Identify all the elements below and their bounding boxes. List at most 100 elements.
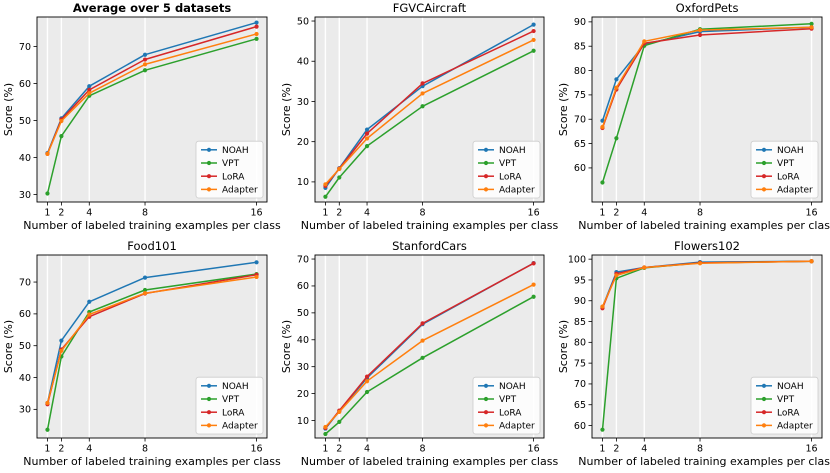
data-point-vpt xyxy=(323,194,328,199)
data-point-adapter xyxy=(600,304,605,309)
chart-title: OxfordPets xyxy=(676,1,739,15)
y-tick-label: 40 xyxy=(19,373,31,384)
legend-marker-lora xyxy=(761,174,767,179)
legend: NOAH VPT LoRA Adapter xyxy=(472,140,541,199)
legend-label-lora: LoRA xyxy=(777,172,800,182)
y-tick-label: 60 xyxy=(19,309,31,320)
chart-panel-1: 1 2 4 8 16 30 40 50 60 70 Average over 5 datasets N… xyxy=(2,1,281,232)
y-tick-label: 10 xyxy=(297,177,309,188)
legend-label-lora: LoRA xyxy=(222,172,245,182)
plot-frame xyxy=(314,254,545,439)
y-tick-label: 70 xyxy=(19,277,31,288)
data-point-vpt xyxy=(323,431,328,437)
data-point-adapter xyxy=(337,409,342,414)
data-point-adapter xyxy=(642,39,647,44)
legend-box xyxy=(750,376,819,435)
chart-panel-3: 1 2 4 8 16 60 65 70 75 80 85 90 OxfordPets Number of … xyxy=(557,1,830,232)
x-tick-label: 2 xyxy=(58,208,64,219)
legend-label-lora: LoRA xyxy=(499,408,522,418)
x-tick-label: 4 xyxy=(364,208,370,219)
y-tick-label: 75 xyxy=(574,358,586,369)
y-tick-label: 90 xyxy=(574,17,586,28)
data-point-lora xyxy=(142,57,148,62)
legend-label-noah: NOAH xyxy=(222,382,249,392)
data-point-adapter xyxy=(59,118,64,124)
data-point-noah xyxy=(364,127,370,132)
legend-marker-noah xyxy=(761,147,767,152)
x-tick-label: 16 xyxy=(250,208,262,219)
legend-marker-vpt xyxy=(483,160,489,166)
x-tick-label: 8 xyxy=(142,208,148,219)
legend-label-lora: LoRA xyxy=(222,408,245,418)
data-point-adapter xyxy=(364,379,370,384)
legend-label-vpt: VPT xyxy=(222,159,240,169)
legend-label-adapter: Adapter xyxy=(222,422,258,432)
data-point-adapter xyxy=(697,261,703,266)
y-tick-label: 40 xyxy=(297,335,309,346)
y-tick-label: 30 xyxy=(297,362,309,373)
legend-marker-adapter xyxy=(761,187,767,192)
data-point-noah xyxy=(87,299,92,304)
legend-label-vpt: VPT xyxy=(499,395,517,405)
data-point-adapter xyxy=(142,291,148,296)
x-tick-label: 2 xyxy=(58,444,64,455)
plot-frame xyxy=(591,16,823,203)
x-tick-label: 1 xyxy=(599,444,605,455)
data-point-vpt xyxy=(142,287,148,293)
y-tick-label: 50 xyxy=(19,341,31,352)
data-point-vpt xyxy=(364,389,370,395)
y-tick-label: 90 xyxy=(574,296,586,307)
legend-box xyxy=(195,376,264,435)
y-tick-label: 60 xyxy=(574,163,586,174)
legend-label-adapter: Adapter xyxy=(499,186,535,196)
y-tick-label: 80 xyxy=(574,338,586,349)
legend-marker-lora xyxy=(483,174,489,179)
legend-label-lora: LoRA xyxy=(499,172,522,182)
y-tick-label: 60 xyxy=(297,281,309,292)
y-tick-label: 70 xyxy=(19,42,31,53)
data-point-adapter xyxy=(45,400,50,406)
data-point-adapter xyxy=(87,91,92,96)
chart-title: Average over 5 datasets xyxy=(73,1,232,15)
data-point-lora xyxy=(254,24,259,29)
data-point-vpt xyxy=(420,104,425,109)
y-tick-label: 30 xyxy=(19,190,31,201)
legend-marker-adapter xyxy=(483,187,489,192)
data-point-adapter xyxy=(323,182,328,187)
x-tick-label: 4 xyxy=(86,444,92,455)
legend-marker-vpt xyxy=(206,396,212,402)
legend-marker-adapter xyxy=(206,423,212,428)
legend-marker-noah xyxy=(206,383,212,388)
x-tick-label: 2 xyxy=(336,444,342,455)
y-tick-label: 70 xyxy=(574,115,586,126)
plot-frame xyxy=(36,254,268,439)
data-point-lora xyxy=(87,87,92,92)
chart-title: Flowers102 xyxy=(674,239,740,253)
x-tick-label: 4 xyxy=(86,208,92,219)
chart-title: Food101 xyxy=(127,239,177,253)
legend-label-adapter: Adapter xyxy=(777,186,813,196)
x-tick-label: 16 xyxy=(805,444,817,455)
plot-frame xyxy=(314,16,545,203)
y-tick-label: 80 xyxy=(574,66,586,77)
y-tick-label: 10 xyxy=(297,416,309,427)
y-tick-label: 50 xyxy=(19,116,31,127)
legend-label-vpt: VPT xyxy=(222,395,240,405)
y-tick-label: 20 xyxy=(297,389,309,400)
x-tick-label: 16 xyxy=(805,208,817,219)
y-axis-label: Score (%) xyxy=(557,83,570,136)
data-point-adapter xyxy=(337,166,342,172)
y-tick-label: 95 xyxy=(574,275,586,286)
legend-box xyxy=(472,140,541,199)
data-point-noah xyxy=(600,118,605,123)
legend-box xyxy=(472,376,541,435)
x-tick-label: 4 xyxy=(641,208,647,219)
y-axis-label: Score (%) xyxy=(557,320,570,373)
data-point-noah xyxy=(142,52,148,57)
data-point-vpt xyxy=(59,134,64,139)
data-point-vpt xyxy=(337,175,342,180)
legend-marker-lora xyxy=(483,410,489,415)
legend-label-noah: NOAH xyxy=(777,382,804,392)
data-point-noah xyxy=(531,22,536,27)
data-point-lora xyxy=(420,321,425,326)
